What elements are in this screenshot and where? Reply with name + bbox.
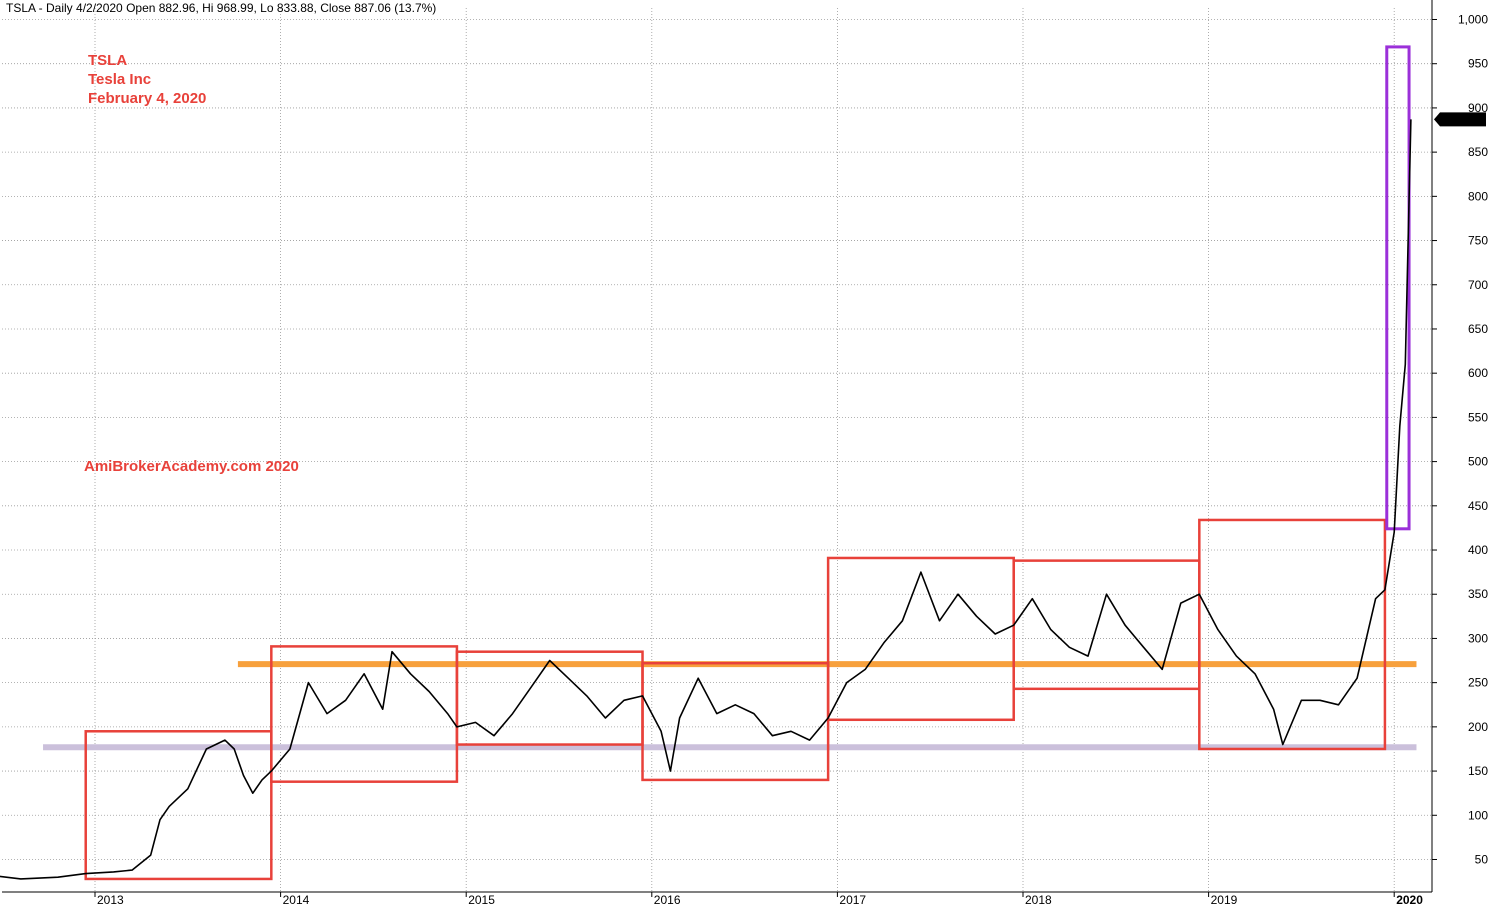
y-tick-label: 550 bbox=[1468, 410, 1488, 424]
x-tick-label: 2016 bbox=[654, 893, 681, 907]
y-tick-label: 600 bbox=[1468, 366, 1488, 380]
y-tick-label: 950 bbox=[1468, 57, 1488, 71]
x-tick-label: 2015 bbox=[468, 893, 495, 907]
x-tick-label: 2013 bbox=[97, 893, 124, 907]
y-tick-label: 900 bbox=[1468, 101, 1488, 115]
y-tick-label: 200 bbox=[1468, 720, 1488, 734]
x-tick-label: 2018 bbox=[1025, 893, 1052, 907]
y-tick-label: 850 bbox=[1468, 145, 1488, 159]
breakout-box bbox=[1385, 45, 1411, 531]
x-tick-label: 2014 bbox=[283, 893, 310, 907]
y-tick-label: 800 bbox=[1468, 189, 1488, 203]
range-box bbox=[641, 661, 830, 782]
price-series bbox=[0, 119, 1412, 880]
watermark-label: AmiBrokerAcademy.com 2020 bbox=[84, 458, 299, 475]
x-tick-label: 2020 bbox=[1396, 893, 1423, 907]
range-box bbox=[84, 730, 273, 881]
y-tick-label: 1,000 bbox=[1458, 13, 1488, 27]
y-tick-label: 700 bbox=[1468, 278, 1488, 292]
chart-header: TSLA - Daily 4/2/2020 Open 882.96, Hi 96… bbox=[6, 1, 437, 15]
range-box bbox=[826, 556, 1015, 722]
grid-lines bbox=[2, 8, 1432, 892]
support-resistance-lines bbox=[43, 661, 1417, 751]
y-tick-label: 450 bbox=[1468, 499, 1488, 513]
range-box bbox=[1198, 518, 1387, 751]
y-tick-label: 400 bbox=[1468, 543, 1488, 557]
company-label: Tesla Inc bbox=[88, 71, 152, 88]
y-tick-label: 750 bbox=[1468, 234, 1488, 248]
range-box bbox=[1012, 559, 1201, 691]
price-line bbox=[0, 119, 1412, 880]
y-tick-label: 650 bbox=[1468, 322, 1488, 336]
x-tick-label: 2017 bbox=[839, 893, 866, 907]
ticker-label: TSLA bbox=[88, 52, 128, 69]
date-label: February 4, 2020 bbox=[88, 90, 207, 107]
range-boxes bbox=[84, 45, 1411, 881]
last-value-badge bbox=[1434, 112, 1486, 127]
y-tick-label: 500 bbox=[1468, 455, 1488, 469]
y-tick-label: 50 bbox=[1475, 852, 1489, 866]
y-tick-label: 100 bbox=[1468, 808, 1488, 822]
y-tick-label: 250 bbox=[1468, 676, 1488, 690]
last-value-label: 887.06 bbox=[1445, 112, 1482, 126]
x-tick-label: 2019 bbox=[1211, 893, 1238, 907]
y-tick-label: 150 bbox=[1468, 764, 1488, 778]
y-tick-label: 350 bbox=[1468, 587, 1488, 601]
y-tick-label: 300 bbox=[1468, 631, 1488, 645]
